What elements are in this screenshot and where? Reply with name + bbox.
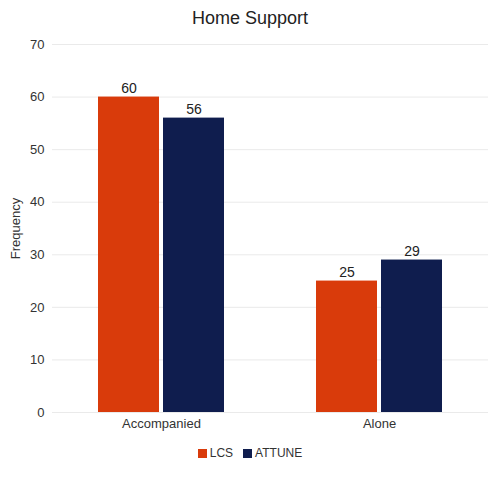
html-text:ATTUNE: ATTUNE	[255, 446, 303, 460]
svg-text:Accompanied: Accompanied	[122, 416, 201, 431]
svg-text:0: 0	[37, 405, 44, 420]
svg-text:29: 29	[404, 243, 420, 259]
svg-text:25: 25	[339, 264, 355, 280]
html-text:Home Support: Home Support	[192, 8, 308, 28]
svg-text:50: 50	[30, 142, 44, 157]
svg-text:20: 20	[30, 300, 44, 315]
svg-text:Frequency: Frequency	[8, 197, 23, 259]
svg-text:60: 60	[121, 80, 137, 96]
svg-text:10: 10	[30, 352, 44, 367]
svg-text:30: 30	[30, 247, 44, 262]
svg-text:60: 60	[30, 89, 44, 104]
svg-text:Alone: Alone	[363, 416, 396, 431]
svg-text:70: 70	[30, 37, 44, 52]
svg-text:40: 40	[30, 194, 44, 209]
html-text:LCS: LCS	[209, 446, 234, 460]
svg-text:56: 56	[186, 101, 202, 117]
